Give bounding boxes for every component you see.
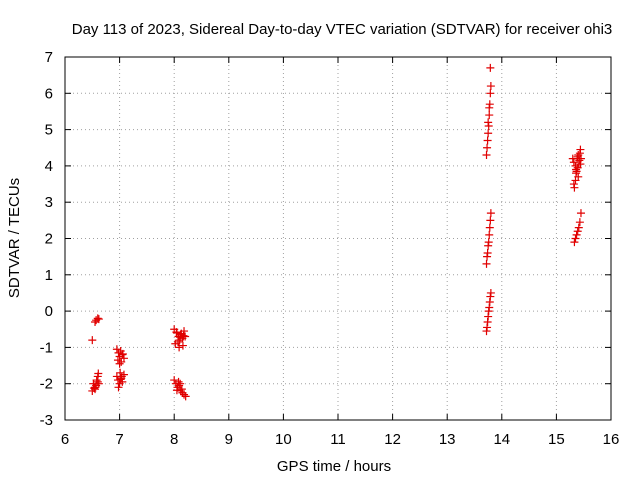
x-tick-label: 9 — [225, 431, 233, 448]
data-point — [177, 385, 186, 394]
y-tick-label: 1 — [45, 267, 53, 284]
data-point — [574, 160, 583, 169]
data-point — [484, 129, 493, 138]
y-tick-label: -2 — [40, 376, 53, 393]
x-tick-label: 7 — [115, 431, 123, 448]
data-point — [576, 154, 585, 163]
data-point — [116, 375, 125, 384]
x-tick-label: 11 — [330, 431, 346, 448]
data-point — [486, 82, 495, 91]
data-point — [174, 377, 183, 386]
data-point — [486, 209, 495, 218]
data-point — [483, 136, 492, 145]
data-point — [176, 379, 185, 388]
y-tick-label: 4 — [45, 158, 53, 175]
data-point — [572, 167, 581, 176]
y-tick-label: -1 — [40, 339, 53, 356]
data-point — [483, 143, 492, 152]
data-point — [112, 345, 121, 354]
data-point — [569, 158, 578, 167]
data-point — [570, 238, 579, 247]
data-point — [113, 356, 122, 365]
data-point — [486, 89, 495, 98]
data-point — [573, 163, 582, 172]
data-point — [575, 149, 584, 158]
data-point — [486, 216, 495, 225]
data-point — [114, 383, 123, 392]
data-point — [569, 180, 578, 189]
data-points — [88, 63, 585, 401]
data-point — [484, 118, 493, 127]
x-tick-label: 13 — [439, 431, 456, 448]
data-point — [172, 386, 181, 395]
data-point — [114, 348, 123, 357]
data-point — [485, 230, 494, 239]
data-point — [118, 349, 127, 358]
x-tick-label: 14 — [493, 431, 510, 448]
data-point — [485, 223, 494, 232]
data-point — [179, 331, 188, 340]
y-axis-label: SDTVAR / TECUs — [6, 178, 23, 298]
chart-title: Day 113 of 2023, Sidereal Day-to-day VTE… — [72, 21, 613, 38]
data-point — [92, 376, 101, 385]
data-point — [89, 384, 98, 393]
data-point — [575, 218, 584, 227]
data-point — [576, 209, 585, 218]
x-tick-label: 10 — [275, 431, 292, 448]
data-point — [485, 111, 494, 120]
data-point — [174, 337, 183, 346]
data-point — [572, 230, 581, 239]
data-point — [574, 223, 583, 232]
y-tick-label: -3 — [40, 412, 53, 429]
y-tick-label: 0 — [45, 303, 53, 320]
data-point — [181, 392, 190, 401]
data-point — [93, 314, 102, 323]
data-point — [484, 238, 493, 247]
y-tick-label: 6 — [45, 85, 53, 102]
data-point — [178, 341, 187, 350]
y-tick-label: 3 — [45, 194, 53, 211]
data-point — [482, 151, 491, 160]
x-tick-label: 12 — [384, 431, 401, 448]
data-point — [117, 357, 126, 366]
data-point — [115, 359, 124, 368]
x-axis-label: GPS time / hours — [277, 458, 391, 475]
data-point — [571, 176, 580, 185]
data-point — [176, 386, 185, 395]
data-point — [571, 234, 580, 243]
data-point — [94, 369, 103, 378]
data-point — [486, 63, 495, 72]
data-point — [486, 288, 495, 297]
data-point — [180, 390, 189, 399]
data-point — [483, 249, 492, 258]
y-tick-label: 7 — [45, 49, 53, 66]
data-point — [88, 336, 97, 345]
x-tick-label: 15 — [548, 431, 565, 448]
data-point — [172, 328, 181, 337]
data-point — [175, 343, 184, 352]
y-tick-label: 2 — [45, 231, 53, 248]
data-point — [94, 315, 103, 324]
grid-lines — [65, 57, 611, 420]
data-point — [170, 376, 179, 385]
data-point — [176, 333, 185, 342]
x-tick-label: 16 — [603, 431, 620, 448]
y-tick-label: 5 — [45, 122, 53, 139]
x-tick-label: 8 — [170, 431, 178, 448]
data-point — [485, 103, 494, 112]
data-point — [573, 227, 582, 236]
x-tick-label: 6 — [61, 431, 69, 448]
data-point — [482, 259, 491, 268]
